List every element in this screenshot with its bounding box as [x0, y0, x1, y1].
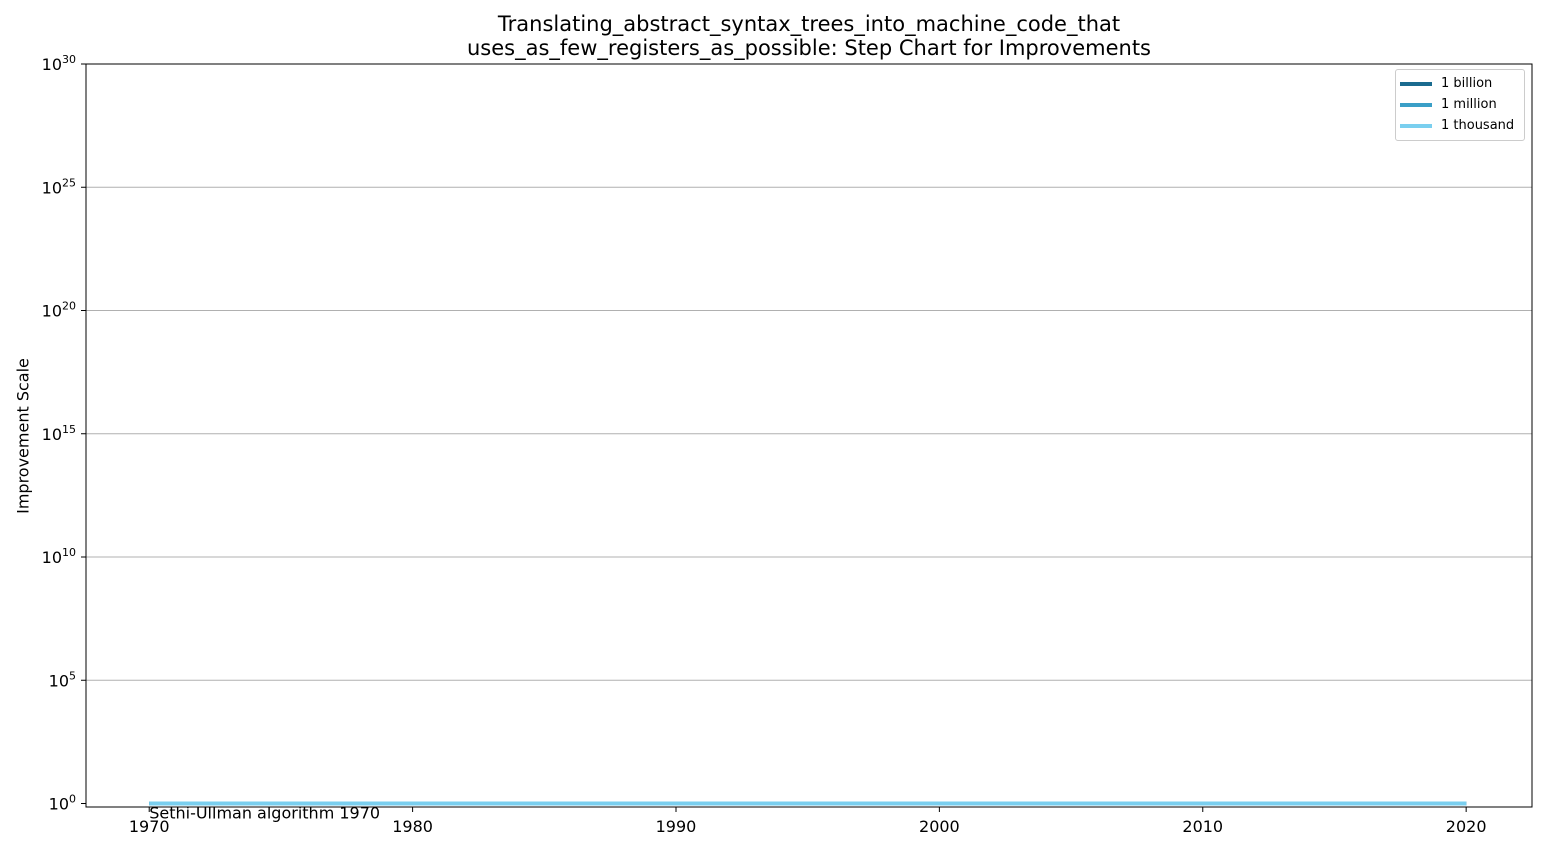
legend-item-1-billion: 1 billion	[1396, 73, 1524, 94]
legend-label-1-million: 1 million	[1441, 97, 1497, 112]
legend-swatch-1-billion	[1400, 81, 1432, 86]
chart-title-line-1: Translating_abstract_syntax_trees_into_m…	[497, 12, 1121, 36]
annotation-label: Sethi-Ullman algorithm 1970	[149, 804, 380, 823]
y-tick-label: 1010	[42, 546, 76, 567]
legend: 1 billion 1 million 1 thousand	[1395, 69, 1525, 141]
y-tick-label: 1025	[42, 176, 76, 197]
x-tick-label: 2020	[1446, 817, 1487, 836]
y-tick-label: 100	[49, 793, 76, 814]
x-tick-label: 1990	[656, 817, 697, 836]
legend-item-1-million: 1 million	[1396, 94, 1524, 115]
legend-label-1-billion: 1 billion	[1441, 76, 1493, 91]
x-tick-label: 2010	[1182, 817, 1223, 836]
legend-swatch-1-thousand	[1400, 123, 1432, 128]
legend-label-1-thousand: 1 thousand	[1441, 118, 1515, 133]
y-tick-label: 1030	[42, 53, 76, 74]
y-axis: 100 105 1010 1015 1020 1025 1030	[42, 53, 86, 814]
y-tick-label: 105	[49, 669, 76, 690]
x-tick-label: 1980	[392, 817, 433, 836]
plot-area	[86, 64, 1532, 807]
x-axis: 1970 1980 1990 2000 2010 2020	[129, 807, 1487, 836]
chart-title-line-2: uses_as_few_registers_as_possible: Step …	[466, 36, 1151, 60]
y-tick-label: 1020	[42, 300, 76, 321]
legend-item-1-thousand: 1 thousand	[1396, 115, 1524, 136]
annotations: Sethi-Ullman algorithm 1970	[149, 804, 380, 823]
grid	[86, 186, 1532, 681]
y-tick-label: 1015	[42, 423, 76, 444]
plot-frame	[85, 63, 1533, 808]
y-axis-label: Improvement Scale	[13, 358, 33, 514]
legend-swatch-1-million	[1400, 102, 1432, 107]
x-tick-label: 2000	[919, 817, 960, 836]
x-tick-label: 1970	[129, 817, 170, 836]
